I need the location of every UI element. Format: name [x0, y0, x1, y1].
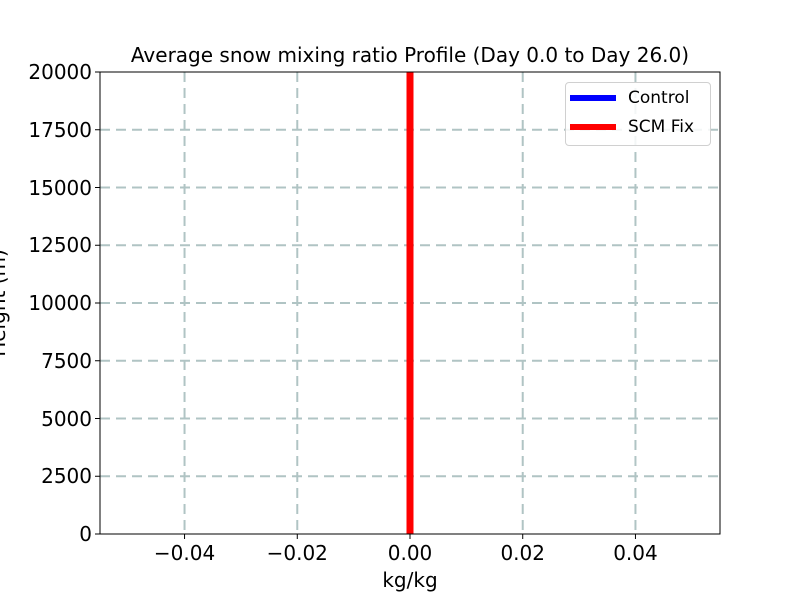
legend-swatch-red-icon [570, 124, 616, 130]
legend-label: Control [628, 88, 690, 108]
y-tick-label: 20000 [28, 60, 92, 84]
chart-title: Average snow mixing ratio Profile (Day 0… [130, 43, 690, 67]
legend-item-scm-fix: SCM Fix [570, 116, 694, 138]
y-tick-label: 0 [79, 522, 92, 546]
y-tick-label: 12500 [28, 233, 92, 258]
legend-label: SCM Fix [628, 117, 695, 137]
y-tick-label: 17500 [28, 117, 92, 142]
x-axis-label: kg/kg [382, 568, 438, 592]
y-tick-label: 7500 [41, 348, 92, 373]
y-tick-label: 5000 [41, 406, 92, 431]
y-tick-label: 10000 [28, 291, 92, 315]
x-tick-label: −0.04 [153, 541, 216, 565]
legend-swatch-blue-icon [570, 95, 616, 101]
x-tick-label: −0.02 [266, 541, 328, 565]
tick-marks [95, 71, 636, 539]
legend-item-control: Control [570, 87, 689, 109]
x-tick-label: 0.04 [613, 541, 658, 565]
y-tick-label: 2500 [41, 464, 92, 489]
x-tick-label: 0.02 [500, 541, 545, 565]
y-axis-label: Height (m) [0, 249, 10, 357]
y-tick-label: 15000 [28, 175, 92, 200]
legend: Control SCM Fix [565, 82, 711, 146]
x-tick-label: 0.00 [387, 541, 433, 565]
